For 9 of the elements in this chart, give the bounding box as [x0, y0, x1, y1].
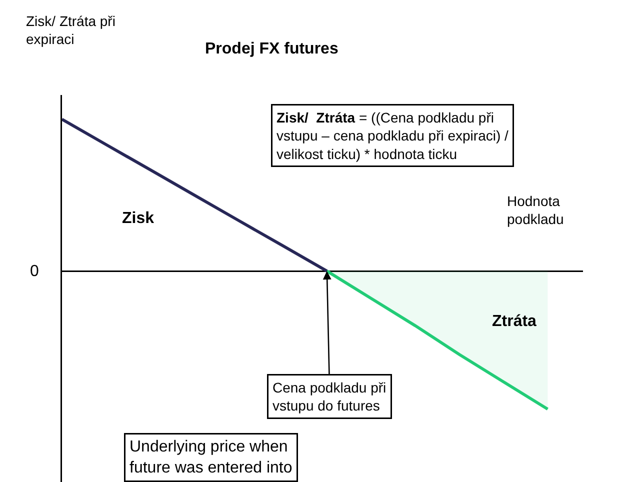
x-axis-title: Hodnota podkladu [507, 193, 564, 228]
annotation: Zisk/ Ztráta = ((Cena podkladu při vstupu – cena podkladu při expiraci) / velikost ticku) * hodnota ticku [276, 110, 509, 162]
chart-title: Prodej FX futures [205, 40, 338, 58]
annotation: Zisk [122, 210, 154, 227]
annotation: Cena podkladu při vstupu do futures [272, 380, 386, 414]
text: Zisk/ Ztráta při expiraci [26, 13, 116, 48]
annotation: Ztráta [492, 313, 537, 330]
text: 0 [30, 263, 39, 280]
text: Underlying price when future was entered into [130, 438, 292, 476]
